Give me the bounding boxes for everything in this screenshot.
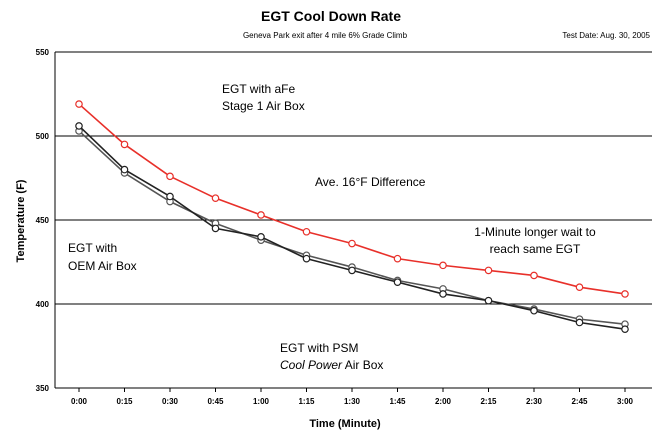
data-point [166,192,174,201]
data-point [484,266,493,275]
annotation-wait-line1: 1-Minute longer wait to [474,225,596,239]
x-tick-label: 0:30 [162,397,179,406]
x-tick-label: 3:00 [617,397,634,406]
y-tick-label: 350 [36,384,50,393]
x-tick-label: 1:15 [298,397,315,406]
data-point [530,271,538,280]
data-point [575,318,584,327]
data-point [302,227,311,236]
data-point [75,100,83,108]
data-point [166,172,174,181]
data-point [621,325,629,334]
test-date: Test Date: Aug. 30, 2005 [562,31,650,40]
data-point [575,283,584,292]
data-point [257,211,265,219]
data-point [439,261,447,270]
data-point [348,266,356,275]
axes [54,52,652,392]
tick-labels: 350 400 450 500 550 0:00 0:15 0:30 0:45 1:00 1:15 1… [36,48,634,406]
x-tick-label: 0:15 [116,397,133,406]
x-tick-label: 2:00 [435,397,452,406]
y-tick-label: 550 [36,48,50,57]
x-tick-label: 2:45 [571,397,588,406]
gridlines [55,51,652,305]
data-point [439,290,447,298]
x-tick-label: 0:00 [71,397,88,406]
data-point [120,165,129,174]
data-point [120,140,129,149]
chart-subtitle: Geneva Park exit after 4 mile 6% Grade C… [243,31,408,40]
y-tick-label: 450 [36,216,50,225]
y-tick-label: 400 [36,300,50,309]
x-tick-label: 1:00 [253,397,270,406]
data-point [393,278,402,286]
series-lines [75,100,629,334]
x-tick-label: 2:30 [526,397,543,406]
data-point [530,306,538,315]
chart-title: EGT Cool Down Rate [261,8,401,24]
x-tick-label: 2:15 [480,397,497,406]
annotation-psm-rest: Air Box [342,358,383,372]
annotation-oem-line1: EGT with [68,241,117,255]
annotations: EGT with aFe Stage 1 Air Box Ave. 16°F D… [68,82,596,372]
x-tick-label: 0:45 [207,397,224,406]
data-point [211,224,220,233]
data-point [257,233,265,241]
y-tick-label: 500 [36,132,50,141]
annotation-psm-line2: Cool Power Air Box [280,358,383,372]
annotation-afe-line1: EGT with aFe [222,82,295,96]
x-tick-label: 1:30 [344,397,361,406]
y-axis-label: Temperature (F) [15,179,27,262]
data-point [211,194,220,202]
x-axis-label: Time (Minute) [309,418,381,430]
data-point [621,290,629,298]
annotation-psm-italic: Cool Power [280,358,343,372]
series-1 [75,122,629,334]
annotation-psm-line1: EGT with PSM [280,341,358,355]
data-point [393,254,402,263]
data-point [348,239,356,248]
data-point [302,254,311,263]
annotation-oem-line2: OEM Air Box [68,259,137,273]
x-tick-label: 1:45 [389,397,406,406]
annotation-wait-line2: reach same EGT [490,242,581,256]
data-point [75,122,83,130]
data-point [484,296,493,305]
annotation-difference: Ave. 16°F Difference [315,175,426,189]
series-0 [75,100,629,298]
annotation-afe-line2: Stage 1 Air Box [222,99,305,113]
